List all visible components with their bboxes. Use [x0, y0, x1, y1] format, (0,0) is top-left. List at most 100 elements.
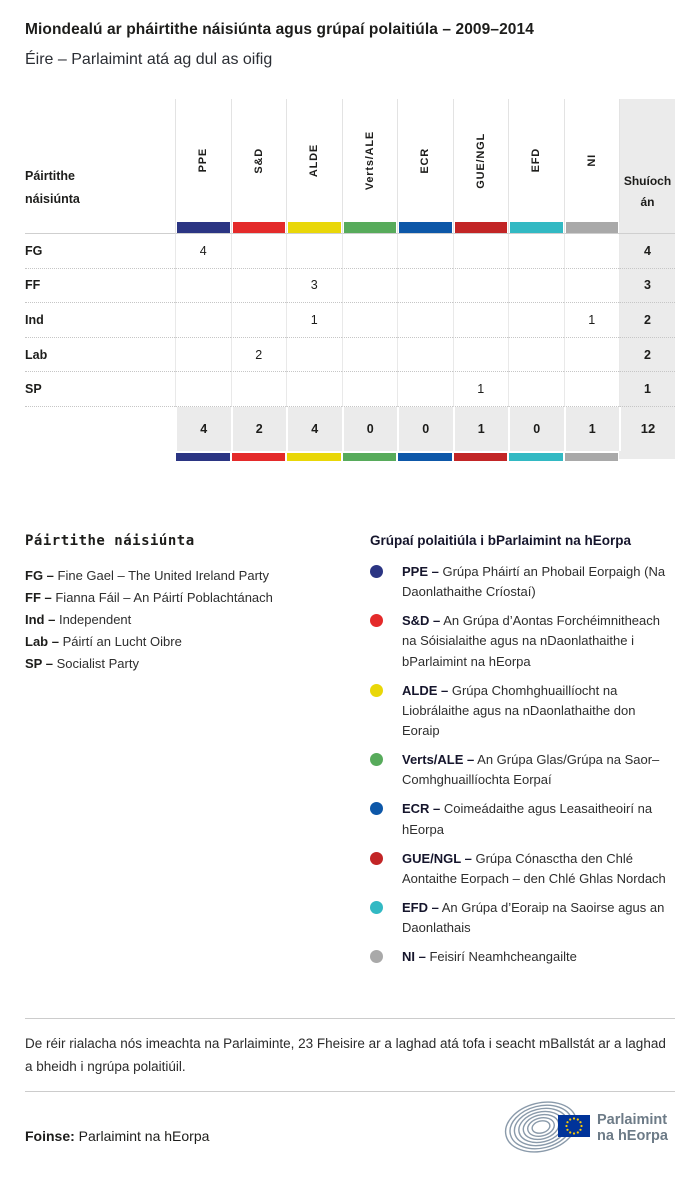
seat-cell — [452, 268, 508, 304]
group-color-bar-gue-ngl — [452, 222, 508, 234]
column-header-seats: Shuíochán — [619, 99, 675, 222]
group-color-bar-alde — [286, 222, 342, 234]
seat-cell: 2 — [230, 337, 286, 373]
seat-cell — [508, 303, 564, 338]
party-legend-item-lab: Lab – Páirtí an Lucht Oibre — [25, 633, 182, 649]
legend-section: Páirtithe náisiúnta FG – Fine Gael – The… — [25, 533, 675, 976]
seat-cell: 1 — [286, 303, 342, 338]
seat-cell — [452, 303, 508, 338]
group-legend-item-gue-ngl: GUE/NGL – Grúpa Cónasctha den Chlé Aonta… — [370, 849, 675, 889]
group-legend-item-ecr: ECR – Coimeádaithe agus Leasaitheoirí na… — [370, 799, 675, 839]
verts-ale-color-dot-icon — [370, 753, 383, 767]
seat-cell — [397, 337, 453, 373]
seat-cell — [341, 303, 397, 338]
group-color-bar-verts-ale — [342, 451, 398, 461]
seat-cell — [286, 372, 342, 407]
column-header-ni: NI — [563, 99, 620, 222]
alde-color-dot-icon — [370, 683, 383, 697]
spacer — [25, 222, 175, 234]
group-legend-item-ni: NI – Feisirí Neamhcheangailte — [370, 947, 675, 967]
column-header-sd: S&D — [230, 99, 287, 222]
seat-cell — [175, 303, 231, 338]
svg-text:na hEorpa: na hEorpa — [597, 1128, 669, 1144]
spacer — [25, 406, 175, 451]
row-label-ind: Ind — [25, 303, 175, 338]
page-subtitle: Éire – Parlaimint atá ag dul as oifig — [25, 51, 273, 68]
row-label-lab: Lab — [25, 338, 175, 373]
group-legend-item-ppe: PPE – Grúpa Pháirtí an Phobail Eorpaigh … — [370, 562, 675, 602]
group-color-bar-sd — [230, 222, 286, 234]
seat-cell — [341, 337, 397, 373]
seat-cell — [175, 337, 231, 373]
column-header-efd: EFD — [508, 99, 564, 222]
row-total-fg: 4 — [619, 234, 675, 269]
group-color-bar-efd — [508, 222, 564, 234]
row-label-sp: SP — [25, 372, 175, 407]
group-color-bar-ppe — [175, 222, 231, 234]
svg-text:Parlaimint: Parlaimint — [597, 1112, 667, 1128]
seat-cell — [508, 337, 564, 373]
group-color-bar-ni — [564, 451, 620, 461]
seat-cell — [341, 234, 397, 269]
column-total-sd: 2 — [230, 406, 286, 451]
group-legend-item-sd: S&D – An Grúpa d’Aontas Forchéimnitheach… — [370, 611, 675, 671]
political-groups-legend-title: Grúpaí polaitiúla i bParlaimint na hEorp… — [370, 532, 632, 548]
efd-color-dot-icon — [370, 900, 383, 914]
seat-cell — [563, 234, 619, 269]
column-total-ppe: 4 — [175, 406, 231, 451]
group-color-bar-efd — [508, 451, 564, 461]
seat-cell — [397, 372, 453, 407]
row-total-lab: 2 — [619, 337, 675, 373]
group-legend-item-efd: EFD – An Grúpa d’Eoraip na Saoirse agus … — [370, 898, 675, 938]
seat-cell — [341, 268, 397, 304]
spacer — [619, 450, 675, 459]
group-color-bar-ecr — [397, 451, 453, 461]
sd-color-dot-icon — [370, 614, 383, 628]
seat-cell — [341, 372, 397, 407]
seat-cell — [175, 268, 231, 304]
national-parties-legend: Páirtithe náisiúnta FG – Fine Gael – The… — [25, 533, 370, 976]
seat-cell — [452, 234, 508, 269]
group-color-bar-ni — [563, 222, 619, 234]
column-total-ni: 1 — [563, 406, 619, 451]
column-header-alde: ALDE — [286, 99, 342, 222]
political-groups-legend: Grúpaí polaitiúla i bParlaimint na hEorp… — [370, 533, 675, 976]
ppe-color-dot-icon — [370, 564, 383, 578]
seat-cell — [175, 372, 231, 407]
seat-cell — [508, 234, 564, 269]
column-total-ecr: 0 — [397, 406, 453, 451]
group-color-bar-ppe — [175, 451, 231, 461]
group-color-bar-gue-ngl — [453, 451, 509, 461]
spacer — [25, 450, 175, 459]
seat-cell — [397, 303, 453, 338]
party-legend-item-fg: FG – Fine Gael – The United Ireland Part… — [25, 567, 270, 583]
grand-total: 12 — [619, 406, 675, 451]
row-label-ff: FF — [25, 269, 175, 304]
row-label-fg: FG — [25, 234, 175, 269]
column-header-verts-ale: Verts/ALE — [341, 99, 398, 222]
party-legend-item-ff: FF – Fianna Fáil – An Páirtí Poblachtána… — [25, 589, 273, 605]
source-text: Foinse: Parlaimint na hEorpa — [25, 1127, 210, 1144]
seat-cell — [452, 337, 508, 373]
seat-cell: 1 — [563, 303, 619, 338]
column-total-alde: 4 — [286, 406, 342, 451]
seat-cell: 4 — [175, 234, 231, 269]
seat-cell — [230, 303, 286, 338]
page-title: Miondealú ar pháirtithe náisiúnta agus g… — [25, 21, 534, 38]
column-header-ppe: PPE — [175, 99, 231, 222]
seat-cell — [563, 268, 619, 304]
source-row: Foinse: Parlaimint na hEorpa — [25, 1098, 675, 1154]
row-total-ind: 2 — [619, 303, 675, 338]
seat-cell — [563, 372, 619, 407]
seat-cell — [508, 268, 564, 304]
seat-cell: 3 — [286, 268, 342, 304]
group-color-bar-ecr — [397, 222, 453, 234]
ni-color-dot-icon — [370, 950, 383, 964]
column-total-gue-ngl: 1 — [452, 406, 508, 451]
seat-cell — [230, 268, 286, 304]
seat-cell — [286, 337, 342, 373]
seat-cell: 1 — [452, 372, 508, 407]
national-parties-legend-title: Páirtithe náisiúnta — [25, 532, 195, 549]
row-total-sp: 1 — [619, 372, 675, 407]
party-legend-item-sp: SP – Socialist Party — [25, 655, 139, 671]
